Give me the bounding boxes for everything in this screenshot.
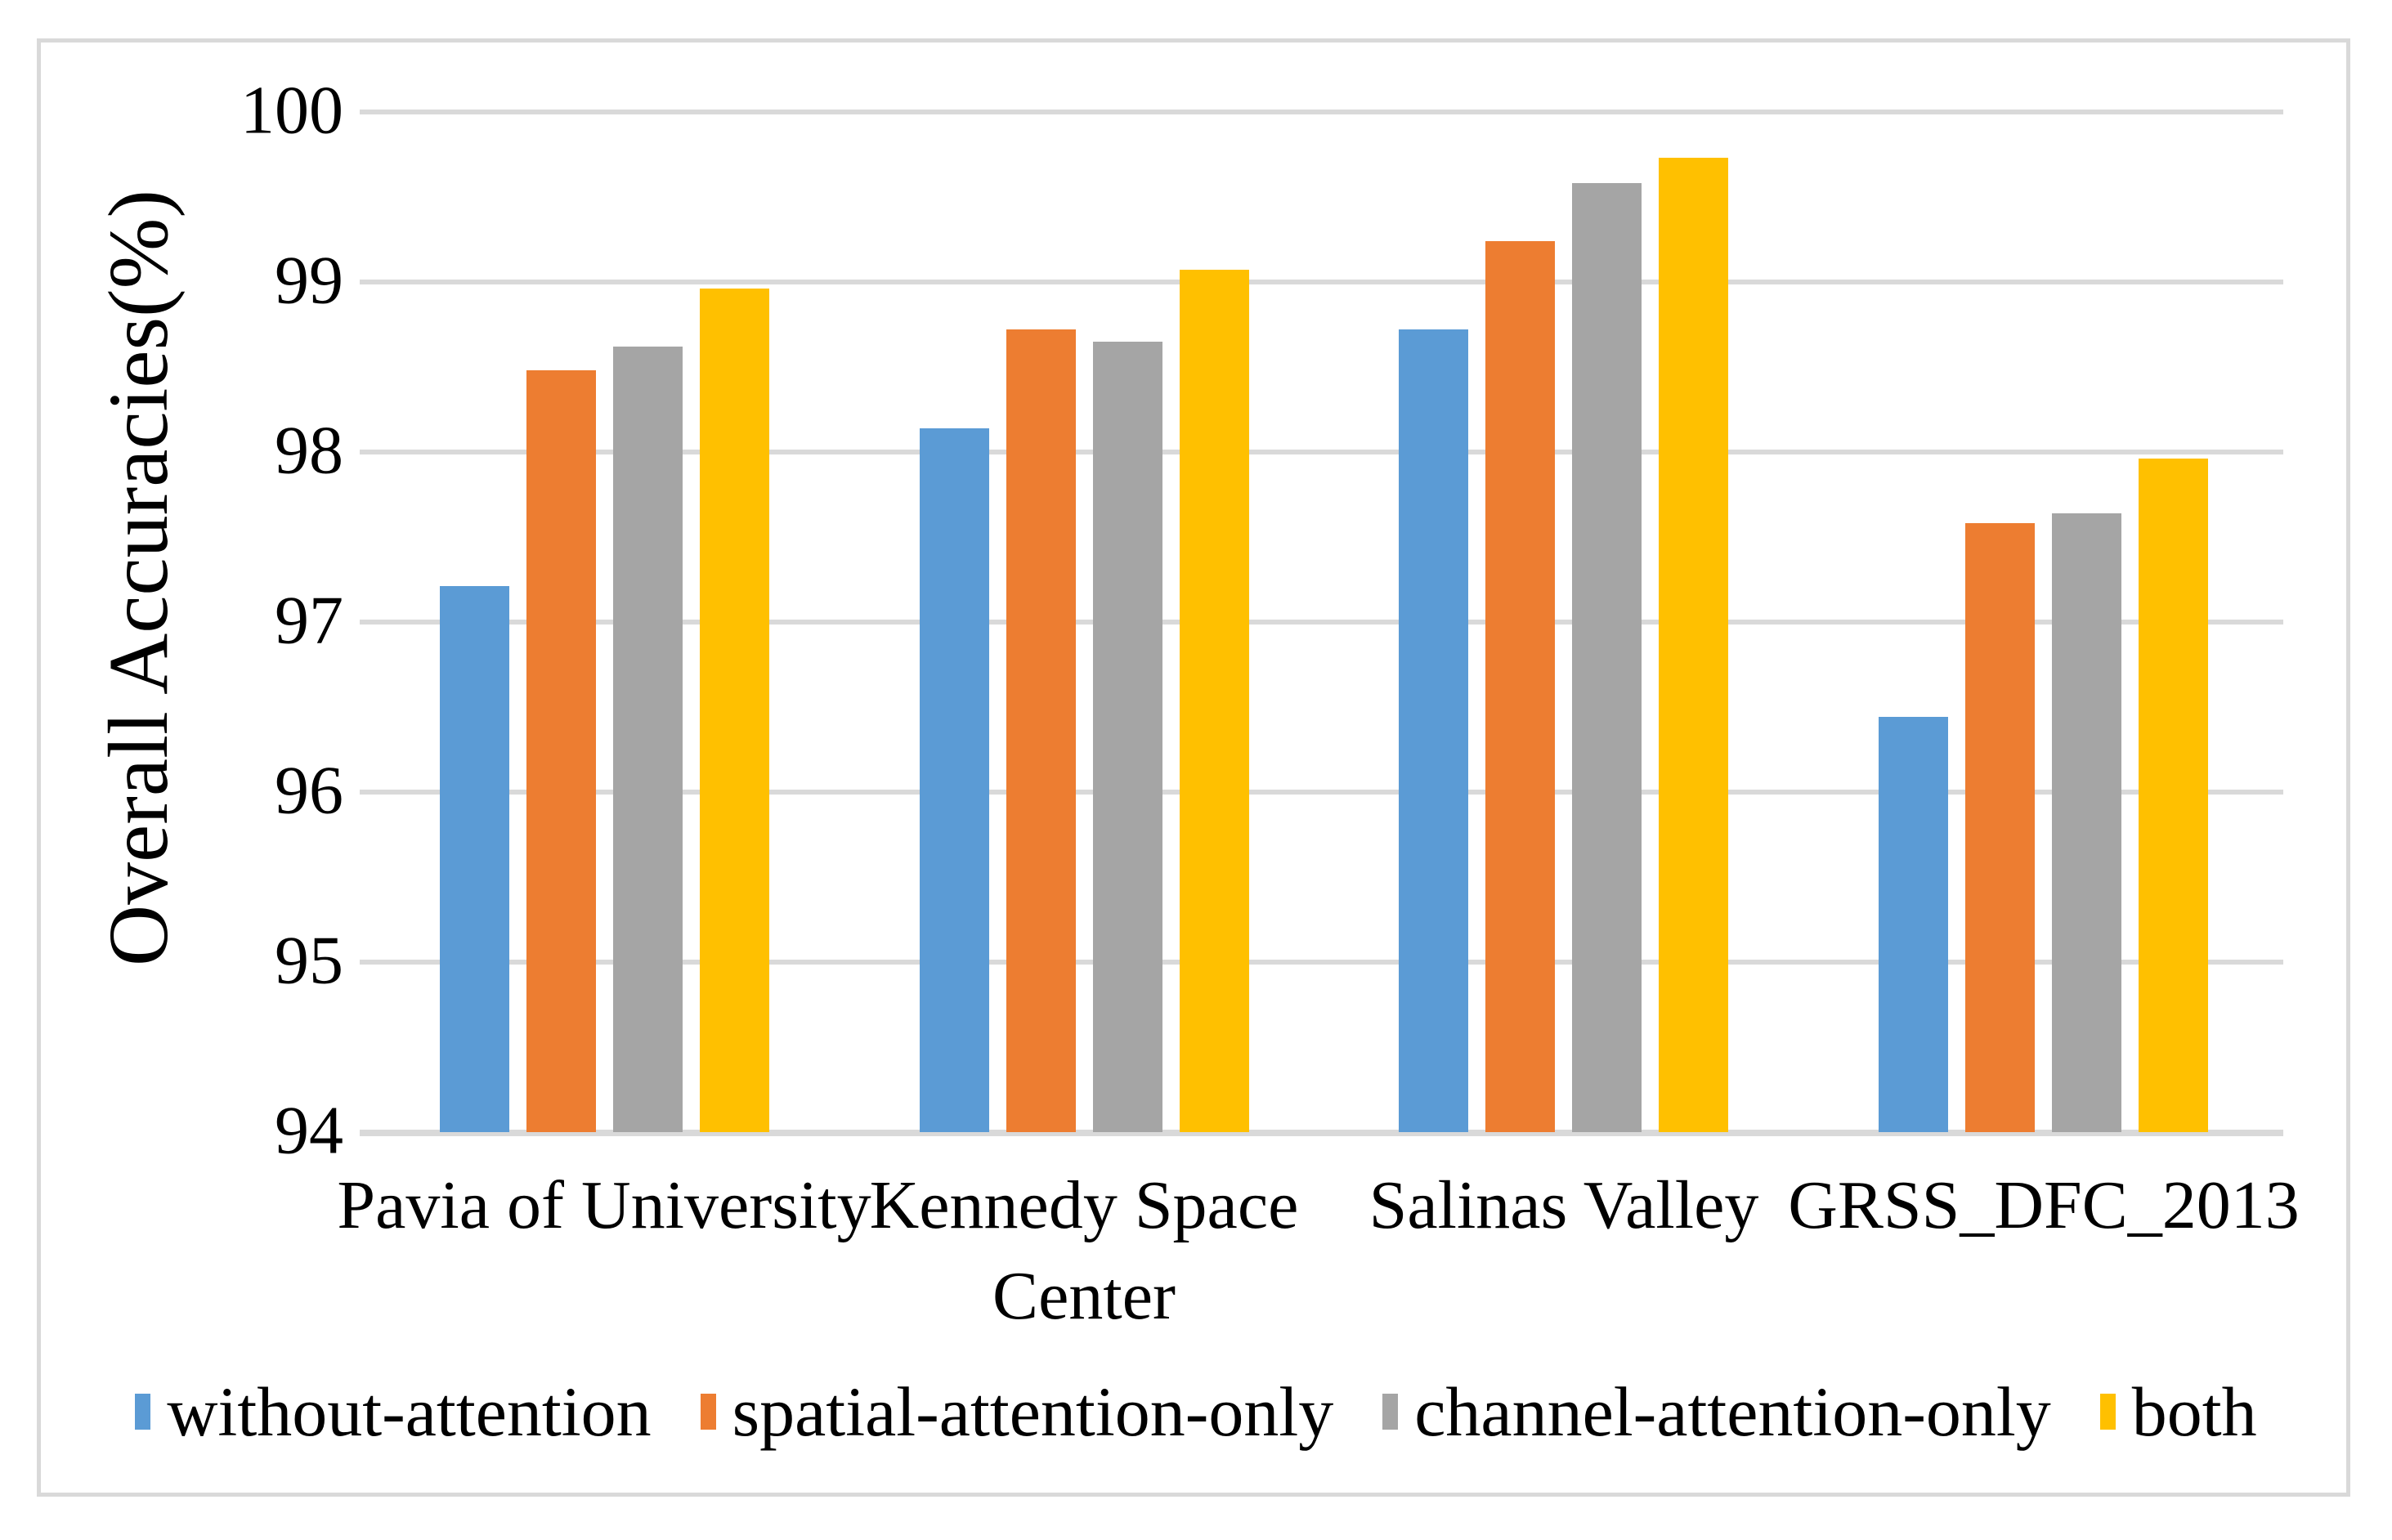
- gridline-97: [360, 620, 2283, 625]
- chart-legend: without-attention spatial-attention-only c…: [0, 1367, 2392, 1457]
- y-tick-label-99: 99: [275, 242, 343, 319]
- bar-both-salinas-valley: [1659, 158, 1728, 1132]
- legend-label-both: both: [2131, 1372, 2257, 1451]
- category-label-pavia-of-university: Pavia of University: [337, 1167, 871, 1243]
- bar-without-attention-pavia-of-university: [440, 586, 509, 1132]
- gridline-95: [360, 960, 2283, 965]
- legend-item-channel-attention-only: channel-attention-only: [1382, 1377, 2051, 1447]
- chart-border: [37, 38, 2350, 1497]
- y-tick-label-100: 100: [240, 72, 343, 149]
- category-label-grss-dfc-2013: GRSS_DFC_2013: [1788, 1167, 2300, 1243]
- bar-channel-attention-only-pavia-of-university: [613, 347, 683, 1132]
- gridline-99: [360, 280, 2283, 284]
- gridline-98: [360, 450, 2283, 454]
- legend-item-spatial-attention-only: spatial-attention-only: [700, 1372, 1334, 1451]
- bar-spatial-attention-only-salinas-valley: [1485, 241, 1555, 1132]
- bar-both-grss-dfc-2013: [2139, 459, 2208, 1132]
- category-label-salinas-valley: Salinas Valley: [1368, 1167, 1759, 1243]
- y-tick-label-97: 97: [275, 582, 343, 659]
- legend-swatch-without-attention: [135, 1394, 151, 1430]
- legend-label-channel-attention-only: channel-attention-only: [1414, 1372, 2051, 1451]
- bar-without-attention-grss-dfc-2013: [1879, 717, 1948, 1132]
- y-tick-label-94: 94: [275, 1092, 343, 1169]
- gridline-96: [360, 790, 2283, 795]
- category-label-kennedy-space-center: Kennedy Space Center: [869, 1167, 1299, 1334]
- legend-item-without-attention: without-attention: [135, 1372, 652, 1451]
- y-axis-title: Overall Accuracies(%): [92, 190, 186, 966]
- legend-item-both: both: [2099, 1372, 2257, 1451]
- y-tick-label-96: 96: [275, 752, 343, 829]
- bar-both-kennedy-space-center: [1180, 270, 1249, 1132]
- gridline-100: [360, 110, 2283, 114]
- bar-spatial-attention-only-grss-dfc-2013: [1965, 523, 2035, 1132]
- bar-channel-attention-only-salinas-valley: [1572, 183, 1642, 1132]
- legend-label-without-attention: without-attention: [167, 1372, 652, 1451]
- legend-swatch-channel-attention-only: [1382, 1394, 1399, 1430]
- legend-swatch-both: [2099, 1394, 2116, 1430]
- bar-channel-attention-only-kennedy-space-center: [1093, 341, 1162, 1132]
- bar-without-attention-salinas-valley: [1399, 329, 1468, 1132]
- y-tick-label-98: 98: [275, 412, 343, 489]
- bar-without-attention-kennedy-space-center: [920, 428, 989, 1132]
- legend-swatch-spatial-attention-only: [700, 1394, 716, 1430]
- legend-label-spatial-attention-only: spatial-attention-only: [732, 1372, 1334, 1451]
- y-tick-label-95: 95: [275, 922, 343, 999]
- bar-channel-attention-only-grss-dfc-2013: [2052, 513, 2121, 1132]
- bar-spatial-attention-only-pavia-of-university: [526, 370, 596, 1132]
- x-axis-line: [360, 1130, 2283, 1136]
- bar-both-pavia-of-university: [700, 289, 769, 1132]
- bar-spatial-attention-only-kennedy-space-center: [1006, 329, 1076, 1132]
